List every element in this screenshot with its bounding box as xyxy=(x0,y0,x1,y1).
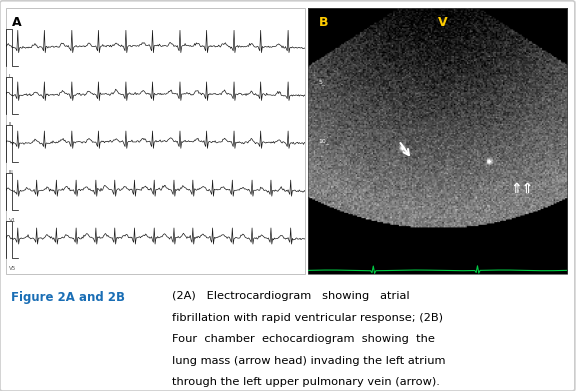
Text: V: V xyxy=(438,16,448,29)
Text: B: B xyxy=(319,16,328,29)
Text: through the left upper pulmonary vein (arrow).: through the left upper pulmonary vein (a… xyxy=(172,377,440,387)
Text: III: III xyxy=(9,170,14,175)
Text: Figure 2A and 2B: Figure 2A and 2B xyxy=(12,291,126,304)
Text: I: I xyxy=(9,74,10,79)
Text: A: A xyxy=(12,16,21,29)
Text: Four  chamber  echocardiogram  showing  the: Four chamber echocardiogram showing the xyxy=(172,334,435,344)
Text: 5_: 5_ xyxy=(319,79,325,85)
Text: (2A)   Electrocardiogram   showing   atrial: (2A) Electrocardiogram showing atrial xyxy=(172,291,410,301)
Text: II: II xyxy=(9,122,12,127)
Text: ⇑⇑: ⇑⇑ xyxy=(510,181,533,196)
Text: 10_: 10_ xyxy=(319,138,329,143)
Text: fibrillation with rapid ventricular response; (2B): fibrillation with rapid ventricular resp… xyxy=(172,313,444,323)
Text: V1: V1 xyxy=(9,218,16,223)
Text: lung mass (arrow head) invading the left atrium: lung mass (arrow head) invading the left… xyxy=(172,356,446,366)
Text: V5: V5 xyxy=(9,266,16,271)
